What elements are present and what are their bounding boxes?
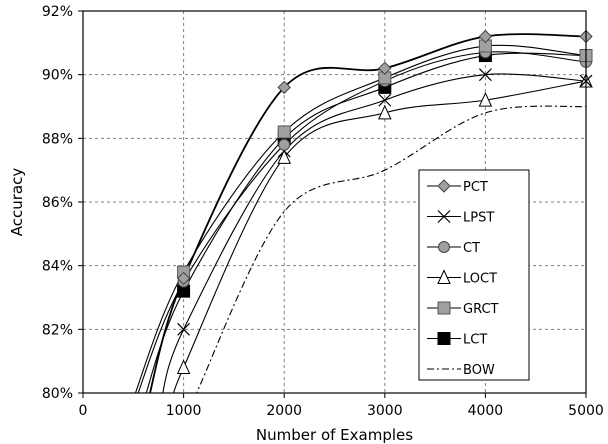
y-tick-label: 90% bbox=[42, 68, 73, 84]
legend-label-loct: LOCT bbox=[463, 272, 497, 287]
marker-grct bbox=[277, 125, 291, 139]
marker-lpst bbox=[177, 322, 191, 336]
marker-pct bbox=[378, 61, 392, 76]
y-tick-label: 88% bbox=[42, 131, 73, 147]
y-tick-label: 80% bbox=[42, 386, 73, 402]
x-tick-label: 3000 bbox=[367, 403, 403, 419]
y-axis-label: Accuracy bbox=[8, 168, 26, 237]
marker-loct bbox=[378, 104, 392, 120]
x-tick-label: 5000 bbox=[568, 403, 604, 419]
marker-pct bbox=[277, 80, 291, 95]
marker-lpst bbox=[478, 68, 492, 82]
legend-label-lct: LCT bbox=[463, 333, 487, 348]
marker-pct bbox=[478, 29, 493, 44]
marker-loct bbox=[478, 91, 493, 107]
marker-loct bbox=[277, 149, 291, 164]
x-tick-label: 0 bbox=[79, 403, 88, 419]
legend: PCT LPST CT LOCT GRCT LCT BOW bbox=[418, 169, 530, 381]
marker-lpst bbox=[378, 93, 392, 107]
legend-label-ct: CT bbox=[463, 241, 480, 256]
legend-marker-ct bbox=[438, 241, 450, 253]
x-axis-label: Number of Examples bbox=[256, 426, 413, 444]
series-line-bow bbox=[196, 105, 586, 393]
legend-marker-pct bbox=[437, 179, 451, 193]
marker-ct bbox=[278, 138, 291, 151]
legend-box bbox=[418, 169, 530, 381]
legend-marker-lct bbox=[437, 332, 451, 345]
y-tick-label: 84% bbox=[42, 259, 73, 275]
axis-ticks: 0 1000 2000 3000 4000 5000 80% 82% 84% 86% 88% 90% 9… bbox=[42, 4, 604, 419]
legend-label-grct: GRCT bbox=[463, 302, 499, 317]
legend-label-bow: BOW bbox=[463, 363, 495, 378]
legend-marker-grct bbox=[437, 301, 451, 315]
x-tick-label: 4000 bbox=[468, 403, 504, 419]
y-tick-label: 92% bbox=[42, 4, 73, 20]
x-tick-label: 1000 bbox=[166, 403, 202, 419]
legend-label-lpst: LPST bbox=[463, 211, 494, 226]
y-tick-label: 82% bbox=[42, 322, 73, 338]
x-tick-label: 2000 bbox=[266, 403, 302, 419]
marker-loct bbox=[176, 359, 191, 375]
y-tick-label: 86% bbox=[42, 195, 73, 211]
marker-pct bbox=[176, 271, 191, 286]
legend-marker-loct bbox=[437, 269, 451, 284]
legend-label-pct: PCT bbox=[463, 180, 488, 195]
legend-marker-lpst bbox=[437, 210, 451, 223]
